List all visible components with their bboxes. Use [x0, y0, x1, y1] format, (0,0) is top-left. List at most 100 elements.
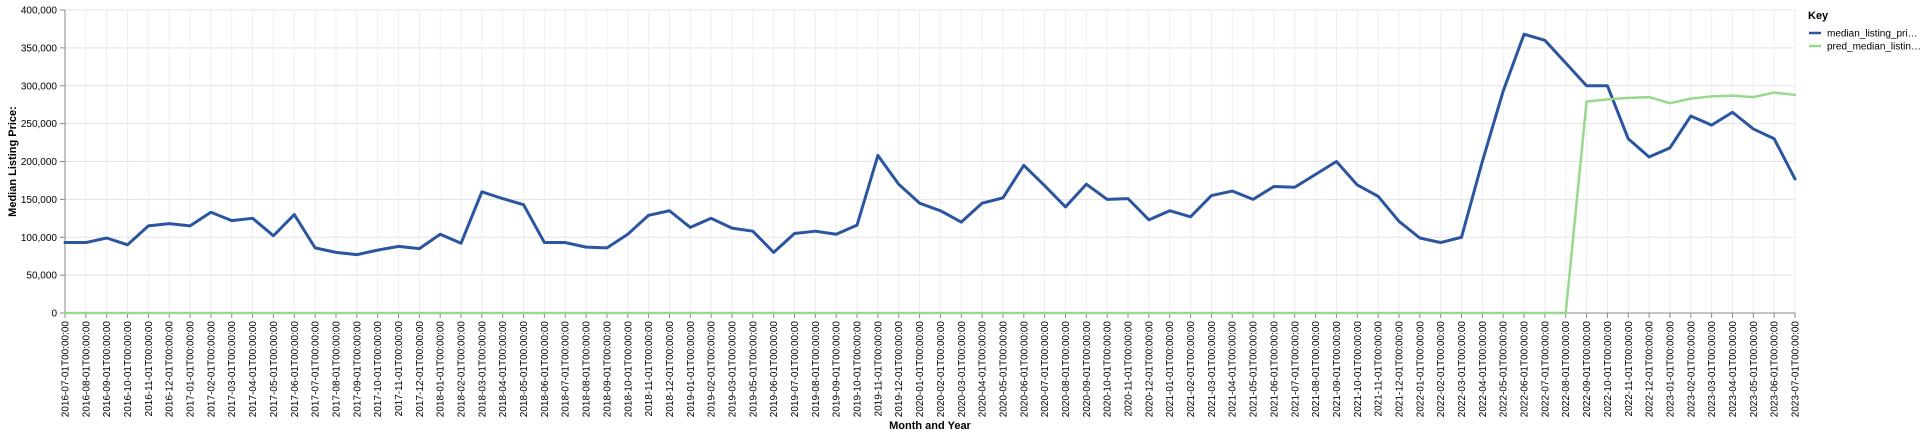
x-tick-label: 2019-02-01T00:00:00: [707, 321, 718, 418]
x-tick-label: 2020-09-01T00:00:00: [1082, 321, 1093, 418]
x-tick-label: 2019-06-01T00:00:00: [769, 321, 780, 418]
y-tick-label: 250,000: [21, 119, 58, 130]
x-tick-label: 2018-06-01T00:00:00: [540, 321, 551, 418]
x-tick-label: 2016-09-01T00:00:00: [102, 321, 113, 418]
x-tick-label: 2023-06-01T00:00:00: [1770, 321, 1781, 418]
x-tick-label: 2017-11-01T00:00:00: [394, 321, 405, 417]
x-tick-label: 2021-03-01T00:00:00: [1207, 321, 1218, 418]
x-tick-label: 2021-07-01T00:00:00: [1290, 321, 1301, 418]
x-tick-label: 2021-06-01T00:00:00: [1269, 321, 1280, 418]
y-tick-label: 400,000: [21, 6, 58, 17]
x-tick-label: 2022-02-01T00:00:00: [1436, 321, 1447, 418]
x-tick-label: 2022-08-01T00:00:00: [1561, 321, 1572, 418]
y-axis-title: Median Listing Price:: [7, 106, 19, 217]
x-tick-label: 2022-12-01T00:00:00: [1645, 321, 1656, 418]
y-tick-label: 200,000: [21, 157, 58, 168]
x-tick-label: 2020-12-01T00:00:00: [1144, 321, 1155, 418]
x-tick-label: 2019-01-01T00:00:00: [686, 321, 697, 418]
x-tick-label: 2022-09-01T00:00:00: [1582, 321, 1593, 418]
x-tick-label: 2022-11-01T00:00:00: [1624, 321, 1635, 417]
x-tick-label: 2018-12-01T00:00:00: [665, 321, 676, 418]
x-tick-label: 2020-01-01T00:00:00: [915, 321, 926, 418]
x-tick-label: 2016-11-01T00:00:00: [144, 321, 155, 417]
legend-items: median_listing_pri… pred_median_listin…: [1809, 29, 1920, 53]
x-tick-label: 2017-09-01T00:00:00: [352, 321, 363, 418]
x-tick-label: 2017-08-01T00:00:00: [331, 321, 342, 418]
x-tick-label: 2016-12-01T00:00:00: [165, 321, 176, 418]
x-tick-label: 2020-04-01T00:00:00: [978, 321, 989, 418]
y-tick-label: 300,000: [21, 81, 58, 92]
x-tick-label: 2019-08-01T00:00:00: [811, 321, 822, 418]
x-tick-label: 2022-10-01T00:00:00: [1603, 321, 1614, 418]
y-tick-label: 100,000: [21, 233, 58, 244]
x-tick-label: 2019-10-01T00:00:00: [853, 321, 864, 418]
x-tick-label: 2018-11-01T00:00:00: [644, 321, 655, 417]
x-tick-label: 2018-05-01T00:00:00: [519, 321, 530, 418]
x-tick-label: 2019-11-01T00:00:00: [873, 321, 884, 417]
x-tick-label: 2022-07-01T00:00:00: [1540, 321, 1551, 418]
x-tick-label: 2021-09-01T00:00:00: [1332, 321, 1343, 418]
x-tick-label: 2021-04-01T00:00:00: [1228, 321, 1239, 418]
x-tick-label: 2021-02-01T00:00:00: [1186, 321, 1197, 418]
x-tick-label: 2020-11-01T00:00:00: [1124, 321, 1135, 417]
x-tick-label: 2020-03-01T00:00:00: [957, 321, 968, 418]
x-tick-label: 2023-07-01T00:00:00: [1791, 321, 1802, 418]
x-tick-label: 2017-10-01T00:00:00: [373, 321, 384, 418]
legend: Key median_listing_pri… pred_median_listi…: [1808, 10, 1920, 53]
y-axis-ticks: 0 50,000 100,000 150,000 200,000 250,000 300,0…: [21, 6, 65, 320]
x-axis-title: Month and Year: [889, 420, 971, 432]
x-tick-label: 2022-03-01T00:00:00: [1457, 321, 1468, 418]
x-tick-label: 2023-04-01T00:00:00: [1728, 321, 1739, 418]
grid: [64, 9, 1796, 314]
x-tick-label: 2017-07-01T00:00:00: [311, 321, 322, 418]
x-tick-label: 2017-12-01T00:00:00: [415, 321, 426, 418]
x-tick-label: 2020-10-01T00:00:00: [1103, 321, 1114, 418]
y-tick-label: 350,000: [21, 43, 58, 54]
x-tick-label: 2023-02-01T00:00:00: [1686, 321, 1697, 418]
x-tick-label: 2018-08-01T00:00:00: [582, 321, 593, 418]
series-line-1: [63, 32, 1797, 257]
legend-label: pred_median_listin…: [1827, 42, 1920, 53]
x-tick-label: 2018-01-01T00:00:00: [436, 321, 447, 418]
x-tick-label: 2023-03-01T00:00:00: [1707, 321, 1718, 418]
x-tick-label: 2016-10-01T00:00:00: [123, 321, 134, 418]
legend-label: median_listing_pri…: [1827, 29, 1918, 40]
y-tick-label: 0: [51, 309, 57, 320]
x-tick-label: 2019-03-01T00:00:00: [727, 321, 738, 418]
x-tick-label: 2018-04-01T00:00:00: [498, 321, 509, 418]
y-tick-label: 50,000: [26, 271, 57, 282]
x-tick-label: 2021-10-01T00:00:00: [1353, 321, 1364, 418]
x-tick-label: 2022-01-01T00:00:00: [1415, 321, 1426, 418]
x-tick-label: 2018-07-01T00:00:00: [561, 321, 572, 418]
x-tick-label: 2018-03-01T00:00:00: [477, 321, 488, 418]
x-tick-label: 2023-01-01T00:00:00: [1665, 321, 1676, 418]
legend-title: Key: [1808, 10, 1829, 22]
x-tick-label: 2021-08-01T00:00:00: [1311, 321, 1322, 418]
x-tick-label: 2017-01-01T00:00:00: [186, 321, 197, 418]
series-lines: [63, 32, 1797, 315]
x-tick-label: 2017-03-01T00:00:00: [227, 321, 238, 418]
x-tick-label: 2019-07-01T00:00:00: [790, 321, 801, 418]
x-tick-label: 2016-08-01T00:00:00: [81, 321, 92, 418]
x-tick-label: 2018-09-01T00:00:00: [602, 321, 613, 418]
x-tick-label: 2020-07-01T00:00:00: [1040, 321, 1051, 418]
x-tick-label: 2022-04-01T00:00:00: [1478, 321, 1489, 418]
x-tick-label: 2022-05-01T00:00:00: [1499, 321, 1510, 418]
x-tick-label: 2020-06-01T00:00:00: [1019, 321, 1030, 418]
x-tick-label: 2017-05-01T00:00:00: [269, 321, 280, 418]
x-tick-label: 2017-06-01T00:00:00: [290, 321, 301, 418]
x-axis-ticks: 2016-07-01T00:00:00 2016-08-01T00:00:00 20…: [61, 313, 1802, 417]
x-tick-label: 2018-02-01T00:00:00: [457, 321, 468, 418]
x-tick-label: 2020-05-01T00:00:00: [998, 321, 1009, 418]
x-tick-label: 2019-09-01T00:00:00: [832, 321, 843, 418]
x-tick-label: 2020-02-01T00:00:00: [936, 321, 947, 418]
x-tick-label: 2023-05-01T00:00:00: [1749, 321, 1760, 418]
y-tick-label: 150,000: [21, 195, 58, 206]
x-tick-label: 2022-06-01T00:00:00: [1520, 321, 1531, 418]
series-line-2: [63, 91, 1797, 315]
x-tick-label: 2019-05-01T00:00:00: [748, 321, 759, 418]
x-tick-label: 2018-10-01T00:00:00: [623, 321, 634, 418]
x-tick-label: 2021-11-01T00:00:00: [1374, 321, 1385, 417]
